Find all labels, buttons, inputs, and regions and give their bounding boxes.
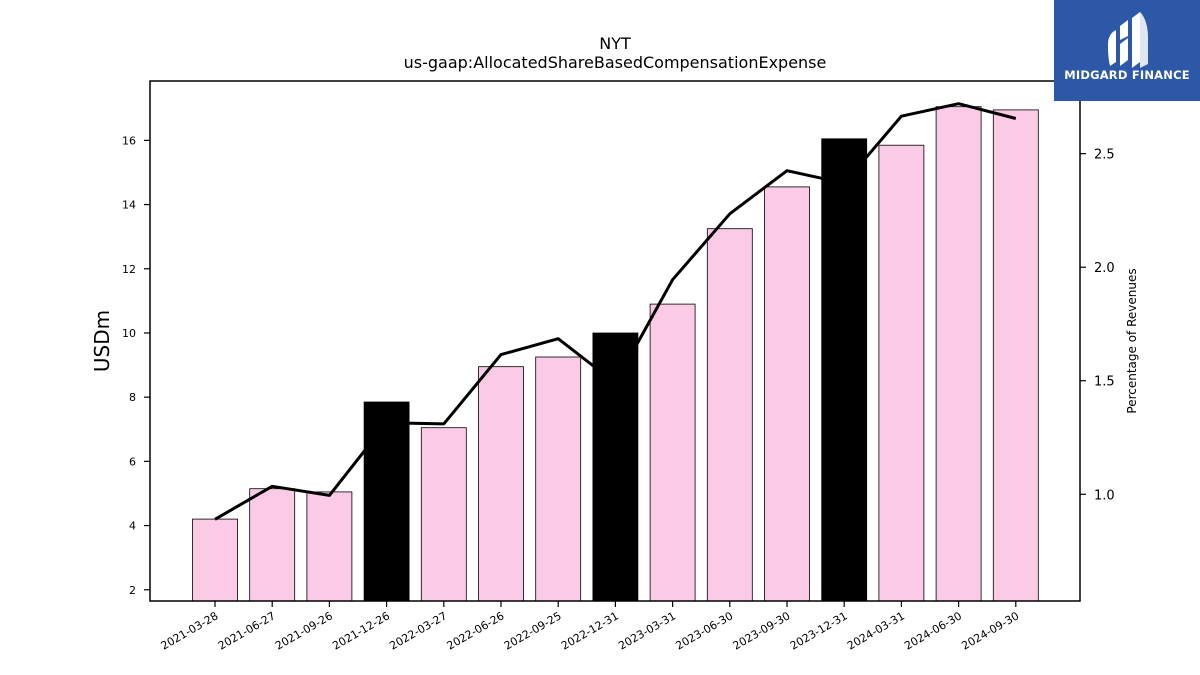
y-axis-label: USDm [90, 310, 114, 372]
bar-2021-03-28 [192, 518, 238, 602]
bar-2021-06-27 [249, 488, 296, 602]
bar-2022-06-26 [478, 366, 524, 602]
bar-2023-09-30 [764, 186, 810, 602]
x-tick-label: 2022-09-25 [502, 609, 564, 652]
percentage-line [214, 102, 1017, 521]
y-tick-label: 10 [122, 327, 136, 340]
x-tick-label: 2021-06-27 [216, 609, 278, 652]
y2-tick-label: 1.0 [1094, 488, 1115, 503]
bar-2022-03-27 [420, 427, 467, 602]
x-tick-label: 2021-03-28 [159, 609, 221, 652]
bar-2024-09-30 [992, 109, 1039, 602]
y2-axis-label: Percentage of Revenues [1125, 268, 1139, 413]
x-tick-label: 2024-03-31 [845, 609, 907, 652]
chart-subtitle: us-gaap:AllocatedShareBasedCompensationE… [404, 53, 827, 72]
y-tick-label: 12 [122, 263, 136, 276]
y-tick-label: 8 [129, 391, 136, 404]
bars-group [192, 106, 1039, 602]
bar-2023-03-31 [649, 303, 696, 602]
x-tick-label: 2023-09-30 [731, 609, 793, 652]
y-tick-label: 2 [129, 584, 136, 597]
x-tick-label: 2023-03-31 [616, 609, 678, 652]
y2-axis: 1.0 1.5 2.0 2.5 [1080, 148, 1115, 503]
chart-title: NYT [599, 34, 631, 53]
bar-2024-06-30 [935, 106, 982, 602]
x-tick-label: 2022-03-27 [387, 609, 449, 652]
bar-2022-09-25 [535, 356, 582, 602]
line-group [214, 102, 1017, 521]
y-tick-label: 16 [122, 134, 136, 147]
bar-2021-12-26 [363, 401, 410, 602]
bar-2023-06-30 [706, 228, 753, 602]
x-tick-label: 2024-09-30 [959, 609, 1021, 652]
logo-text: MIDGARD FINANCE [1064, 68, 1190, 82]
x-tick-label: 2023-06-30 [673, 609, 735, 652]
y-axis: 2 4 6 8 10 12 14 16 [122, 134, 150, 597]
y-tick-label: 4 [129, 520, 136, 533]
x-tick-label: 2023-12-31 [788, 609, 850, 652]
midgard-logo-icon [1108, 12, 1148, 68]
bar-2024-03-31 [878, 144, 925, 602]
y-tick-label: 14 [122, 199, 136, 212]
bar-2022-12-31 [592, 332, 639, 602]
y2-tick-label: 2.5 [1094, 148, 1115, 163]
x-tick-label: 2024-06-30 [902, 609, 964, 652]
brand-logo: MIDGARD FINANCE [1054, 0, 1200, 101]
bar-2021-09-26 [306, 491, 353, 602]
y2-tick-label: 1.5 [1094, 375, 1115, 390]
x-tick-label: 2022-06-26 [445, 609, 507, 652]
x-tick-label: 2021-12-26 [330, 609, 392, 652]
x-tick-label: 2021-09-26 [273, 609, 335, 652]
y-tick-label: 6 [129, 455, 136, 468]
bar-2023-12-31 [821, 138, 868, 602]
x-tick-label: 2022-12-31 [559, 609, 621, 652]
y2-tick-label: 2.0 [1094, 261, 1115, 276]
x-axis: 2021-03-282021-06-272021-09-262021-12-26… [159, 601, 1021, 653]
